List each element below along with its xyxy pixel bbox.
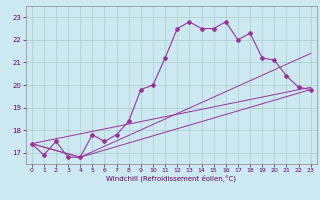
X-axis label: Windchill (Refroidissement éolien,°C): Windchill (Refroidissement éolien,°C) bbox=[106, 175, 236, 182]
